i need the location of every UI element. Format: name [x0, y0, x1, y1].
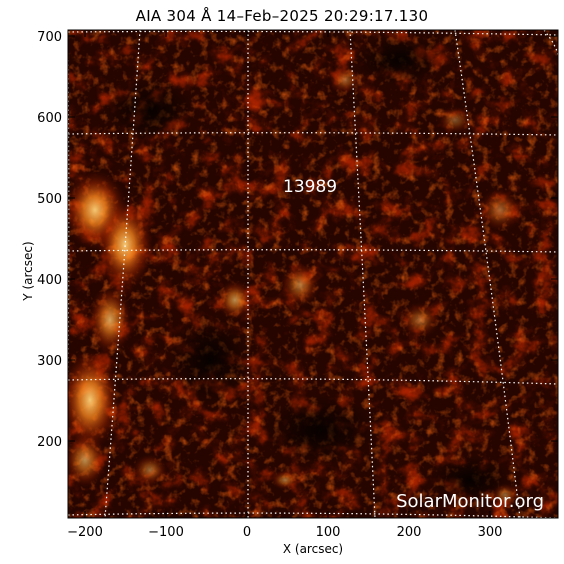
- x-tick-label: −200: [67, 525, 103, 540]
- plot-title: AIA 304 Å 14–Feb–2025 20:29:17.130: [135, 7, 429, 25]
- watermark: SolarMonitor.org: [396, 491, 544, 512]
- y-tick-label: 300: [37, 354, 62, 369]
- x-axis-label: X (arcsec): [282, 542, 344, 556]
- x-tick-label: 300: [478, 525, 503, 540]
- x-tick-label: 200: [397, 525, 422, 540]
- x-tick-label: −100: [148, 525, 184, 540]
- x-tick-label: 100: [316, 525, 341, 540]
- x-axis: [84, 30, 491, 518]
- x-tick-label: 0: [243, 525, 251, 540]
- y-tick-label: 700: [37, 30, 62, 45]
- plot-frame: [67, 29, 559, 519]
- solar-image: 13989 SolarMonitor.org: [68, 30, 558, 518]
- y-axis-label: Y (arcsec): [21, 241, 35, 301]
- x-tick-labels: −200 −100 0 100 200 300: [67, 525, 502, 540]
- y-tick-label: 200: [37, 435, 62, 450]
- y-tick-labels: 200 300 400 500 600 700: [37, 30, 62, 450]
- y-axis: [68, 35, 558, 442]
- y-tick-label: 500: [37, 192, 62, 207]
- y-tick-label: 600: [37, 111, 62, 126]
- y-tick-label: 400: [37, 273, 62, 288]
- active-region-label: 13989: [283, 177, 337, 197]
